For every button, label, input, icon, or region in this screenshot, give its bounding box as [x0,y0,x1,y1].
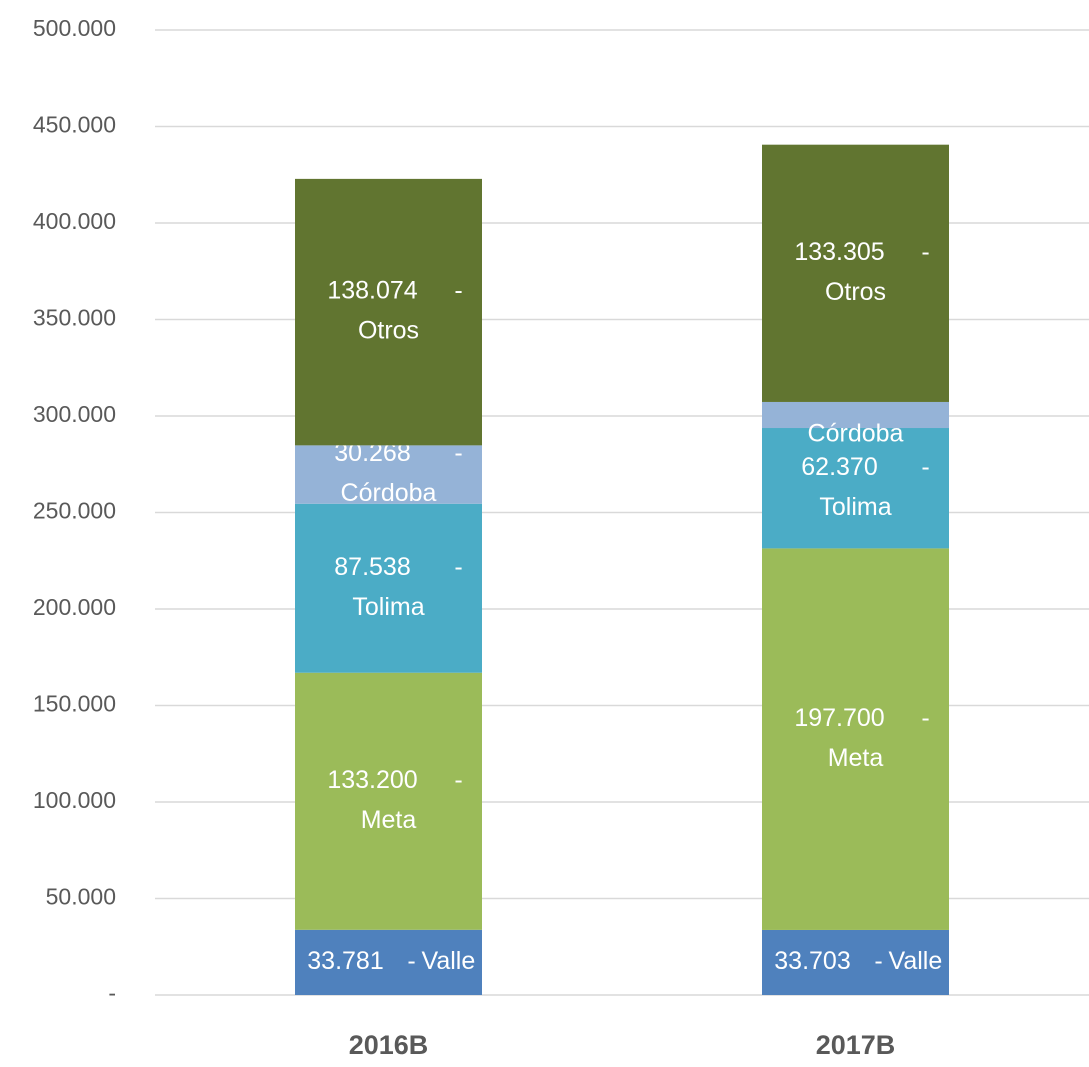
bar-segment [295,929,482,995]
data-label: 133.200 [327,766,417,794]
label-separator: - [921,238,929,266]
label-separator: - [921,704,929,732]
data-label: 138.074 [327,277,417,305]
x-tick-label: 2016B [349,1030,429,1060]
x-tick-label: 2017B [816,1030,896,1060]
data-label-name: Valle [422,947,476,975]
label-separator: - [454,766,462,794]
label-separator: - [454,553,462,581]
y-tick-label: 250.000 [33,498,116,524]
label-separator: - [874,947,882,975]
y-tick-label: 300.000 [33,401,116,427]
data-label-name: Córdoba [341,479,437,507]
data-label: 197.700 [794,704,884,732]
label-separator: - [921,453,929,481]
data-label-name: Meta [361,806,417,834]
bar-segment [295,178,482,446]
data-label: 33.781 [307,947,383,975]
data-label: 33.703 [774,947,850,975]
data-label-name: Tolima [819,493,891,521]
y-tick-label: 350.000 [33,305,116,331]
data-label: 133.305 [794,238,884,266]
y-tick-label: - [108,980,116,1006]
label-separator: - [454,439,462,467]
y-tick-label: 500.000 [33,15,116,41]
y-tick-label: 400.000 [33,208,116,234]
data-label-name: Valle [889,947,943,975]
bar-segment [295,672,482,930]
bar-segment [762,401,949,429]
y-tick-label: 450.000 [33,112,116,138]
y-tick-label: 100.000 [33,787,116,813]
bar-segment [762,144,949,402]
data-label: 87.538 [334,553,410,581]
data-label-name: Otros [825,278,886,306]
bar-segment [762,548,949,930]
data-label-name: Meta [828,744,884,772]
y-tick-label: 50.000 [46,884,116,910]
y-tick-label: 200.000 [33,594,116,620]
label-separator: - [407,947,415,975]
bar-segment [295,445,482,504]
data-label-name: Córdoba [808,420,904,448]
data-label-name: Otros [358,317,419,345]
data-label: 62.370 [801,453,877,481]
y-tick-label: 150.000 [33,691,116,717]
bar-segment [295,503,482,673]
bar-segment [762,929,949,995]
data-label-name: Tolima [352,593,424,621]
bar-segment [762,428,949,549]
label-separator: - [454,277,462,305]
